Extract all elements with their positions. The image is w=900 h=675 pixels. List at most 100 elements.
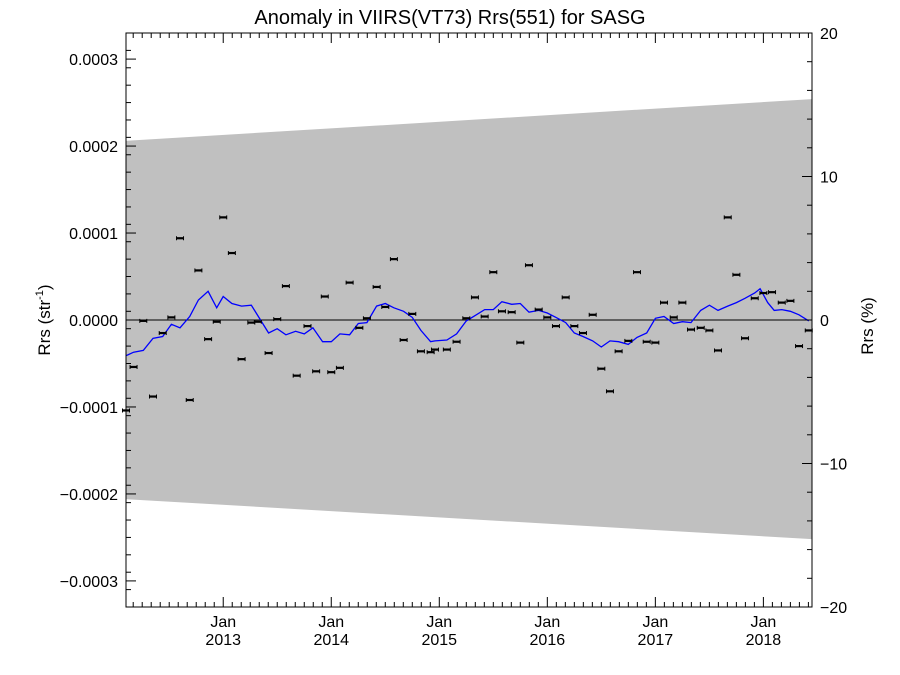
data-point-38 <box>462 316 471 321</box>
x-tick-label-month: Jan <box>318 614 344 631</box>
chart-title: Anomaly in VIIRS(VT73) Rrs(551) for SASG <box>254 7 645 29</box>
x-tick-label-month: Jan <box>210 614 236 631</box>
left-y-tick-label: −0.0002 <box>60 487 118 504</box>
left-y-tick-label: 0.0002 <box>69 139 118 156</box>
data-point-62 <box>678 300 687 305</box>
x-tick-label-year: 2015 <box>421 632 457 649</box>
x-tick-label-month: Jan <box>642 614 668 631</box>
data-point-54 <box>605 389 614 394</box>
data-point-27 <box>362 316 371 321</box>
x-tick-label-year: 2017 <box>638 632 674 649</box>
left-y-axis-label-sup: -1 <box>34 290 46 300</box>
data-point-53 <box>597 366 606 371</box>
data-point-28 <box>372 284 381 289</box>
data-point-21 <box>312 369 321 374</box>
data-point-30 <box>389 257 398 262</box>
data-point-1 <box>129 364 138 369</box>
right-y-tick-label: 20 <box>820 26 838 43</box>
data-point-41 <box>489 270 498 275</box>
data-point-32 <box>408 311 417 316</box>
data-point-42 <box>497 309 506 314</box>
right-y-axis: 20 10 0 −10 −20 <box>802 26 847 617</box>
data-point-66 <box>714 348 723 353</box>
data-point-15 <box>253 319 262 324</box>
series-line-layer <box>125 287 810 357</box>
right-y-tick-label: −10 <box>820 457 847 474</box>
data-point-22 <box>320 294 329 299</box>
right-y-tick-label: 0 <box>820 313 829 330</box>
data-point-36 <box>442 347 451 352</box>
data-point-3 <box>149 394 158 399</box>
data-point-35 <box>430 347 439 352</box>
left-y-axis-label-end: ) <box>35 284 54 290</box>
data-point-23 <box>327 370 336 375</box>
data-point-34 <box>426 350 435 355</box>
data-point-49 <box>561 295 570 300</box>
data-point-68 <box>732 272 741 277</box>
data-point-16 <box>264 351 273 356</box>
data-point-67 <box>723 215 732 220</box>
data-point-65 <box>705 328 714 333</box>
left-y-tick-label: −0.0003 <box>60 574 118 591</box>
data-point-24 <box>335 365 344 370</box>
data-point-46 <box>534 307 543 312</box>
x-tick-label-month: Jan <box>750 614 776 631</box>
data-point-33 <box>416 349 425 354</box>
data-point-47 <box>543 315 552 320</box>
x-axis: Jan2013Jan2014Jan2015Jan2016Jan2017Jan20… <box>132 33 809 649</box>
data-point-74 <box>786 298 795 303</box>
data-point-2 <box>139 318 148 323</box>
data-point-72 <box>768 290 777 295</box>
data-point-44 <box>516 340 525 345</box>
left-y-tick-label: −0.0001 <box>60 400 118 417</box>
x-tick-label-month: Jan <box>426 614 452 631</box>
data-point-5 <box>167 315 176 320</box>
data-point-11 <box>219 215 228 220</box>
data-point-64 <box>696 325 705 330</box>
series-line-path <box>125 287 810 357</box>
data-point-20 <box>303 324 312 329</box>
data-point-51 <box>578 331 587 336</box>
data-point-26 <box>355 325 364 330</box>
data-point-29 <box>381 304 390 309</box>
data-point-17 <box>273 317 282 322</box>
left-y-axis-label: Rrs (str-1) <box>34 284 54 355</box>
data-point-69 <box>741 336 750 341</box>
data-point-7 <box>185 398 194 403</box>
data-point-13 <box>237 357 246 362</box>
data-point-25 <box>345 280 354 285</box>
data-point-57 <box>632 270 641 275</box>
data-point-61 <box>669 315 678 320</box>
data-point-50 <box>570 324 579 329</box>
data-points-layer <box>122 215 813 413</box>
data-point-59 <box>651 340 660 345</box>
data-point-70 <box>750 296 759 301</box>
left-y-tick-label: 0.0003 <box>69 52 118 69</box>
data-point-40 <box>480 314 489 319</box>
data-point-55 <box>614 349 623 354</box>
data-point-63 <box>687 327 696 332</box>
x-tick-label-year: 2018 <box>746 632 782 649</box>
right-y-tick-label: 10 <box>820 170 838 187</box>
left-y-tick-label: 0.0001 <box>69 226 118 243</box>
data-point-31 <box>399 338 408 343</box>
left-y-tick-label: 0.0000 <box>69 313 118 330</box>
data-point-12 <box>227 251 236 256</box>
data-point-10 <box>212 319 221 324</box>
left-y-axis: 0.0003 0.0002 0.0001 0.0000 −0.0001 −0.0002 −0… <box>60 32 136 608</box>
data-point-60 <box>659 300 668 305</box>
data-point-39 <box>470 295 479 300</box>
data-point-43 <box>507 310 516 315</box>
x-tick-label-year: 2016 <box>530 632 566 649</box>
data-point-56 <box>624 338 633 343</box>
data-point-18 <box>281 284 290 289</box>
data-point-19 <box>292 373 301 378</box>
data-point-58 <box>642 339 651 344</box>
x-tick-label-month: Jan <box>534 614 560 631</box>
data-point-37 <box>452 339 461 344</box>
data-point-6 <box>176 236 185 241</box>
right-y-axis-label: Rrs (%) <box>858 297 877 355</box>
x-tick-label-year: 2013 <box>205 632 241 649</box>
data-point-4 <box>158 331 167 336</box>
